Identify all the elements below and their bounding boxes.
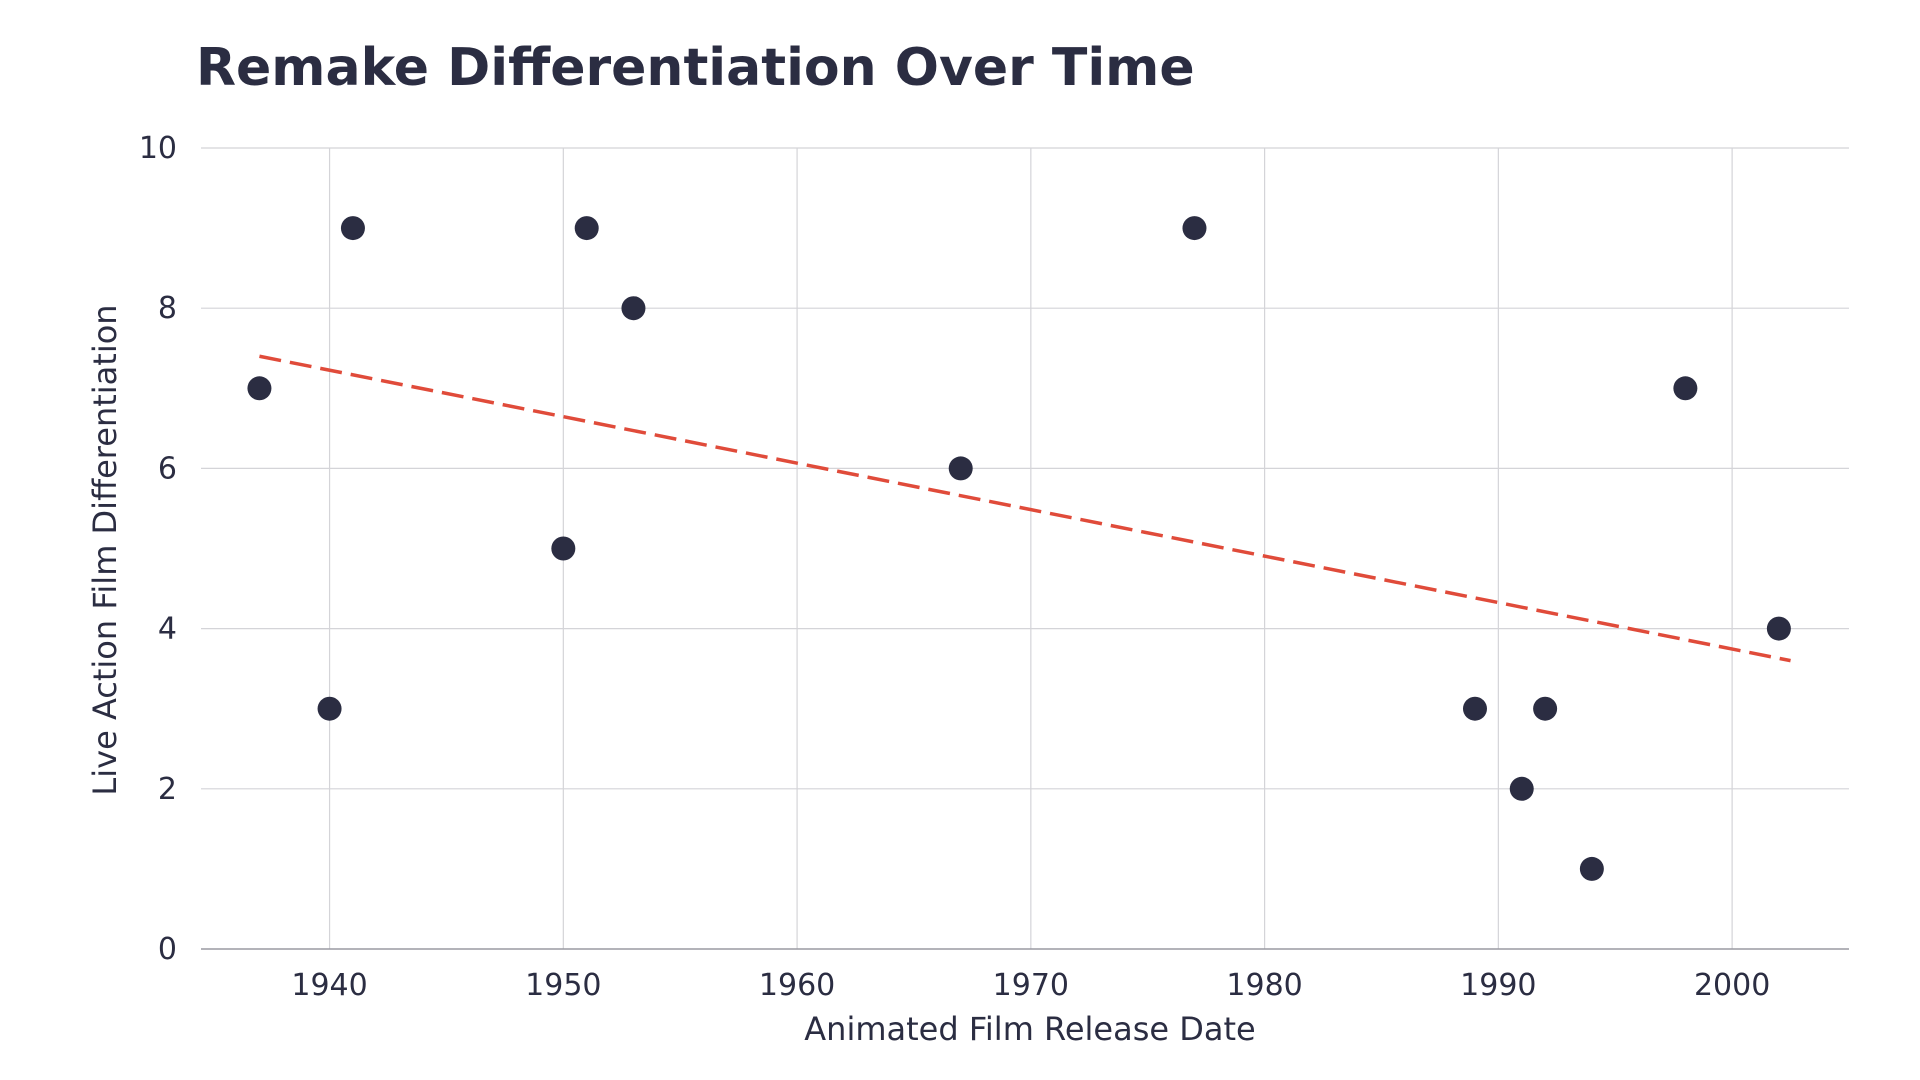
data-point <box>948 456 973 481</box>
data-point <box>1673 376 1698 401</box>
data-point <box>1182 216 1207 241</box>
data-point <box>1579 856 1604 881</box>
x-tick-label: 1990 <box>1460 968 1536 1003</box>
y-tick-label: 6 <box>158 451 177 486</box>
x-tick-label: 1950 <box>525 968 601 1003</box>
trendline-layer <box>259 354 1791 663</box>
y-tick-label: 10 <box>139 131 177 166</box>
trendline <box>259 354 1791 663</box>
data-point <box>621 296 646 321</box>
x-tick-label: 2000 <box>1694 968 1770 1003</box>
data-point <box>551 536 576 561</box>
data-point <box>340 216 365 241</box>
x-tick-label: 1970 <box>993 968 1069 1003</box>
data-point <box>574 216 599 241</box>
point-layer <box>247 216 1791 881</box>
data-point <box>317 696 342 721</box>
y-tick-label: 8 <box>158 291 177 326</box>
chart-title: Remake Differentiation Over Time <box>196 38 1195 98</box>
x-tick-label: 1940 <box>291 968 367 1003</box>
data-point <box>1766 616 1791 641</box>
data-point <box>247 376 272 401</box>
data-point <box>1462 696 1487 721</box>
tick-label-layer: 0 2 4 6 8 10 1940 1950 1960 1970 1980 1990 2000 <box>139 131 1770 1003</box>
data-point <box>1509 776 1534 801</box>
y-tick-label: 4 <box>158 612 177 647</box>
x-axis-title: Animated Film Release Date <box>804 1010 1255 1048</box>
x-tick-label: 1980 <box>1226 968 1302 1003</box>
y-tick-label: 0 <box>158 932 177 967</box>
x-tick-label: 1960 <box>759 968 835 1003</box>
y-axis-title: Live Action Film Differentiation <box>86 304 124 795</box>
grid-layer <box>201 147 1849 950</box>
data-point <box>1533 696 1558 721</box>
y-tick-label: 2 <box>158 772 177 807</box>
